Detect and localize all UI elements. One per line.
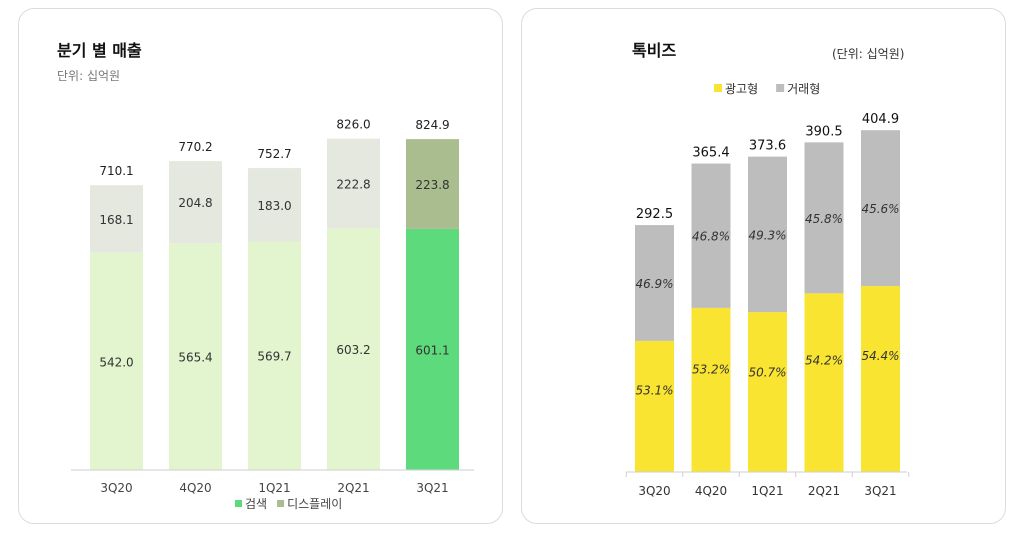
label-display-3Q20: 168.1 [99, 213, 133, 227]
label-total-3Q20: 292.5 [636, 207, 673, 222]
legend-label-디스플레이: 디스플레이 [287, 497, 342, 511]
quarterly-revenue-title: 분기 별 매출 [57, 41, 142, 60]
x-tick-3Q21: 3Q21 [416, 481, 448, 495]
x-tick-2Q21: 2Q21 [808, 484, 840, 498]
talkbiz-chart: 53.1% 46.9% 292.5 3Q20 53.2% 46.8% 365.4 4Q20 50… [625, 82, 910, 498]
quarterly-revenue-unit: 단위: 십억원 [57, 69, 121, 83]
x-tick-4Q20: 4Q20 [695, 484, 727, 498]
label-ad-pct-3Q20: 53.1% [635, 383, 673, 397]
label-ad-pct-2Q21: 54.2% [805, 353, 843, 367]
label-transaction-pct-2Q21: 45.8% [805, 212, 843, 226]
talkbiz-title: 톡비즈 [632, 41, 677, 60]
label-ad-pct-4Q20: 53.2% [692, 363, 730, 377]
legend-label-검색: 검색 [245, 497, 267, 511]
label-total-3Q20: 710.1 [99, 164, 133, 178]
bar-search-2Q21 [327, 228, 380, 470]
bar-ad-1Q21 [748, 312, 787, 472]
x-tick-3Q20: 3Q20 [638, 484, 670, 498]
bar-transaction-4Q20 [691, 163, 731, 308]
bar-ad-4Q20 [691, 307, 731, 472]
x-tick-3Q21: 3Q21 [864, 484, 896, 498]
label-ad-pct-3Q21: 54.4% [861, 349, 899, 363]
bar-display-2Q21 [327, 138, 380, 229]
x-tick-1Q21: 1Q21 [258, 481, 290, 495]
legend-label-거래형: 거래형 [787, 82, 820, 96]
bar-transaction-3Q20 [635, 225, 674, 341]
label-display-1Q21: 183.0 [257, 199, 291, 213]
talkbiz-card: 톡비즈 (단위: 십억원) 53.1% 46.9% 292.5 3Q20 53.2% 46… [521, 8, 1006, 524]
legend-swatch-검색 [235, 500, 242, 507]
legend-swatch-광고형 [714, 84, 722, 92]
label-transaction-pct-1Q21: 49.3% [748, 228, 786, 242]
bar-transaction-2Q21 [804, 142, 844, 294]
legend-swatch-디스플레이 [277, 500, 285, 507]
label-transaction-pct-3Q21: 45.6% [861, 202, 899, 216]
bar-display-3Q21 [406, 139, 459, 229]
label-transaction-pct-3Q20: 46.9% [635, 277, 673, 291]
bar-search-3Q20 [90, 252, 143, 470]
label-total-2Q21: 390.5 [805, 124, 842, 139]
label-search-3Q20: 542.0 [99, 355, 133, 369]
label-ad-pct-1Q21: 50.7% [748, 365, 786, 379]
x-tick-4Q20: 4Q20 [179, 481, 211, 495]
bar-transaction-3Q21 [861, 130, 900, 287]
quarterly-revenue-card: 분기 별 매출 단위: 십억원 542.0 168.1 710.1 3Q20 565.4… [18, 8, 503, 524]
label-transaction-pct-4Q20: 46.8% [692, 230, 730, 244]
x-tick-2Q21: 2Q21 [337, 481, 369, 495]
talkbiz-unit: (단위: 십억원) [832, 47, 905, 61]
label-display-2Q21: 222.8 [336, 177, 370, 191]
bar-transaction-1Q21 [748, 156, 787, 313]
label-total-3Q21: 824.9 [415, 118, 449, 132]
label-total-2Q21: 826.0 [336, 118, 370, 132]
label-search-2Q21: 603.2 [336, 343, 370, 357]
quarterly-revenue-chart: 542.0 168.1 710.1 3Q20 565.4 204.8 770.2 4Q20 56… [71, 118, 474, 511]
label-search-4Q20: 565.4 [178, 351, 212, 365]
label-total-4Q20: 770.2 [178, 140, 212, 154]
x-tick-3Q20: 3Q20 [100, 481, 132, 495]
x-tick-1Q21: 1Q21 [751, 484, 783, 498]
label-display-4Q20: 204.8 [178, 196, 212, 210]
bar-display-4Q20 [169, 161, 222, 244]
label-total-1Q21: 752.7 [257, 147, 291, 161]
bar-ad-2Q21 [804, 293, 844, 472]
bar-display-1Q21 [248, 168, 301, 242]
label-search-3Q21: 601.1 [415, 343, 449, 357]
bar-display-3Q20 [90, 185, 143, 253]
bar-search-3Q21 [406, 228, 459, 470]
bar-ad-3Q21 [861, 286, 900, 472]
bar-search-1Q21 [248, 241, 301, 470]
legend-label-광고형: 광고형 [725, 82, 758, 96]
label-total-1Q21: 373.6 [749, 139, 786, 154]
bar-search-4Q20 [169, 243, 222, 470]
label-display-3Q21: 223.8 [415, 178, 449, 192]
legend-swatch-거래형 [776, 84, 785, 92]
label-total-3Q21: 404.9 [862, 112, 899, 127]
label-search-1Q21: 569.7 [257, 350, 291, 364]
bar-ad-3Q20 [635, 340, 674, 472]
label-total-4Q20: 365.4 [692, 146, 729, 161]
